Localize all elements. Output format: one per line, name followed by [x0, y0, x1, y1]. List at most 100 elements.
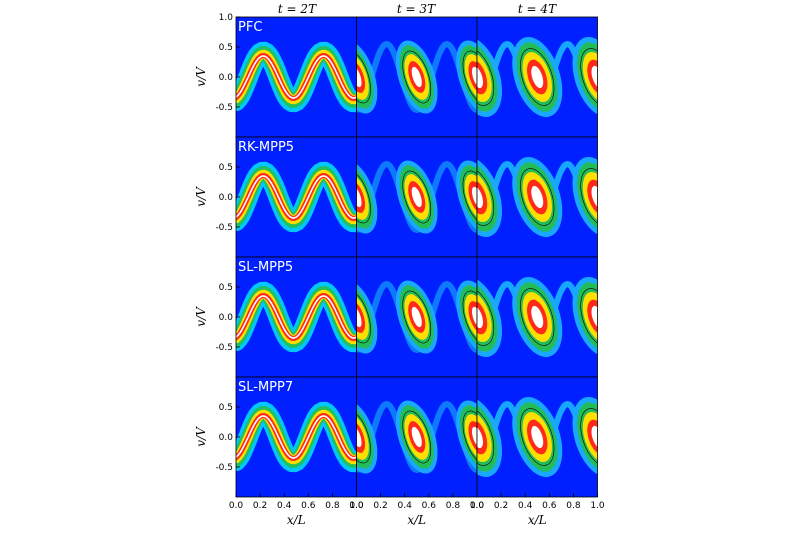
y-tick-label: 1.0 [219, 13, 234, 23]
x-tick-label: 0.8 [325, 501, 340, 511]
filament-band [236, 55, 357, 99]
y-tick-label: 0.0 [219, 193, 234, 203]
y-axis-row-4: 0.5 0.0 -0.5 v/V [194, 403, 240, 473]
x-tick-label: 0.2 [373, 501, 387, 511]
vortex-contour [462, 50, 477, 104]
vortex-contour [477, 48, 495, 106]
x-tick-label: 0.0 [349, 501, 364, 511]
vortex-eye [477, 65, 483, 89]
x-tick-label: 0.8 [446, 501, 461, 511]
vortex-contour [462, 290, 477, 344]
x-tick-label: 0.8 [566, 501, 581, 511]
vortex-contour [580, 408, 598, 466]
x-tick-label: 0.6 [542, 501, 557, 511]
y-tick-label: 0.5 [219, 163, 233, 173]
vortex-eye [531, 65, 544, 89]
vortex-eye [411, 66, 422, 88]
column-title-2: t = 3T [397, 2, 436, 16]
vortex-contour [402, 290, 432, 344]
panel-r4-c1: SL-MPP7 [235, 376, 357, 498]
vortex-eye [531, 305, 544, 329]
x-tick-label: 0.4 [398, 501, 413, 511]
vortex-eye [477, 305, 483, 329]
vortex-eye [477, 425, 483, 449]
y-axis-row-3: 0.5 0.0 -0.5 v/V [194, 283, 240, 353]
x-tick-label: 0.4 [277, 501, 292, 511]
vortex-eye [531, 185, 544, 209]
vortex-eye [411, 186, 422, 208]
x-axis-col-1: 0.0 0.2 0.4 0.6 0.8 1.0 x/L [229, 493, 364, 527]
x-axis-col-3: 0.0 0.2 0.4 0.6 0.8 1.0 x/L [470, 493, 605, 527]
y-tick-label: 0.0 [219, 313, 234, 323]
vortex-eye [471, 186, 477, 208]
panel-r3-c3 [476, 256, 598, 378]
vortex-contour [356, 170, 371, 224]
vortex-contour [477, 168, 495, 226]
panel-r1-c2 [356, 16, 478, 138]
y-tick-label: -0.5 [215, 463, 233, 473]
panel-grid: PFC RK-MPP5 SL-MPP5 SL-MPP7 [235, 16, 598, 498]
vortex-contour [356, 50, 371, 104]
row-label-4: SL-MPP7 [238, 380, 293, 395]
y-axes: 1.0 0.5 0.0 -0.5 v/V 0.5 0.0 -0.5 v/V 0.5 0.0 -0.5 v… [194, 13, 240, 473]
panel-r3-c1: SL-MPP5 [235, 256, 357, 378]
y-axis-label: v/V [194, 186, 208, 207]
x-tick-label: 1.0 [349, 501, 364, 511]
panel-r1-c1: PFC [235, 16, 357, 138]
vortex-contour [520, 408, 555, 466]
vortex-eye [471, 66, 477, 88]
vortex-contour [477, 408, 495, 466]
vortex-contour [580, 168, 598, 226]
vortex-contour [462, 170, 477, 224]
vortex-contour [520, 288, 555, 346]
vortex-eye [591, 65, 598, 89]
x-tick-label: 0.4 [518, 501, 533, 511]
x-tick-label: 0.2 [494, 501, 508, 511]
x-tick-label: 0.0 [470, 501, 485, 511]
row-label-2: RK-MPP5 [238, 140, 294, 155]
y-tick-label: -0.5 [215, 103, 233, 113]
x-axis-label: x/L [407, 513, 426, 527]
vortex-contour [356, 290, 371, 344]
panel-r2-c1: RK-MPP5 [235, 136, 357, 258]
panel-frame [476, 376, 598, 498]
vortex-eye [591, 305, 598, 329]
vortex-eye [471, 426, 477, 448]
filament-band [236, 295, 357, 339]
vortex-contour [402, 410, 432, 464]
panel-r1-c3 [476, 16, 598, 138]
vortex-eye [531, 425, 544, 449]
column-titles: t = 2T t = 3T t = 4T [278, 2, 557, 16]
vortex-eye [591, 185, 598, 209]
y-axis-row-2: 0.5 0.0 -0.5 v/V [194, 163, 240, 233]
vortex-contour [520, 168, 555, 226]
x-axes: 0.0 0.2 0.4 0.6 0.8 1.0 x/L 0.0 0.2 0.4 0.6 0.8 1.0 x… [229, 493, 605, 527]
y-tick-label: -0.5 [215, 223, 233, 233]
vortex-eye [411, 306, 422, 328]
x-tick-label: 1.0 [470, 501, 485, 511]
filament-band [236, 415, 357, 459]
vortex-contour [356, 410, 371, 464]
vortex-eye [411, 426, 422, 448]
y-tick-label: 0.0 [219, 433, 234, 443]
y-tick-label: 0.5 [219, 403, 233, 413]
x-tick-label: 1.0 [590, 501, 605, 511]
x-tick-label: 0.0 [229, 501, 244, 511]
y-axis-label: v/V [194, 426, 208, 447]
vortex-eye [477, 185, 483, 209]
y-axis-label: v/V [194, 66, 208, 87]
vortex-contour [462, 410, 477, 464]
vortex-contour [520, 48, 555, 106]
y-tick-label: 0.5 [219, 43, 233, 53]
x-axis-label: x/L [287, 513, 306, 527]
vortex-contour [477, 288, 495, 346]
x-tick-label: 0.2 [253, 501, 267, 511]
y-axis-row-1: 1.0 0.5 0.0 -0.5 v/V [194, 13, 240, 113]
vortex-contour [402, 50, 432, 104]
panel-r3-c2 [356, 256, 478, 378]
row-label-1: PFC [238, 20, 262, 35]
vortex-contour [402, 170, 432, 224]
vortex-eye [471, 306, 477, 328]
column-title-1: t = 2T [278, 2, 317, 16]
